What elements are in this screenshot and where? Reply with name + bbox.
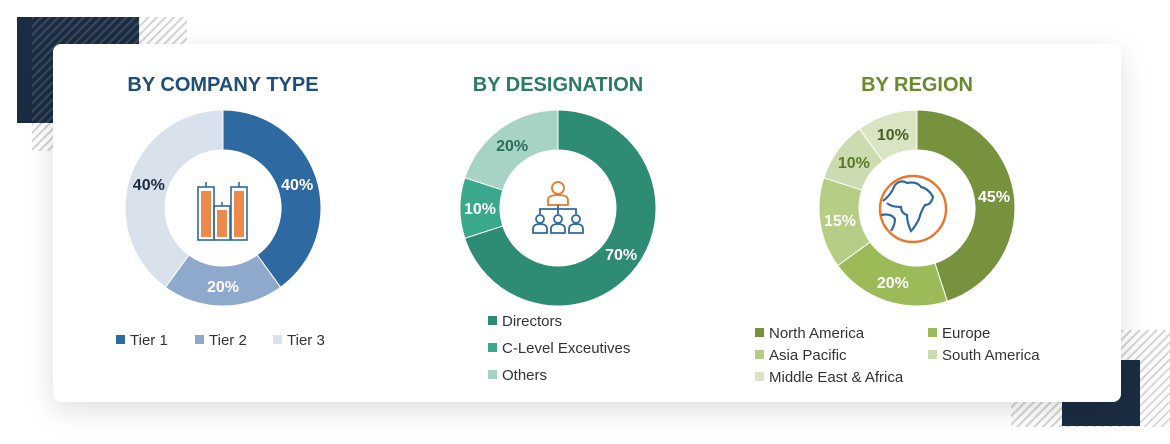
data-label: 40%: [133, 177, 165, 194]
chart-title-company-type: BY COMPANY TYPE: [127, 74, 319, 96]
donut-slice: [222, 109, 322, 288]
legend-label: Europe: [942, 325, 991, 342]
legend-item: Middle East & Africa: [755, 369, 903, 386]
donut-1: 70% 10% 20%: [459, 109, 657, 307]
legend-swatch: [755, 350, 764, 359]
legend-label: Directors: [502, 313, 563, 330]
data-label: 15%: [824, 213, 856, 230]
donut-slice: [464, 109, 657, 307]
data-label: 10%: [464, 201, 496, 218]
legend-label: Asia Pacific: [769, 347, 847, 364]
corner-hatch-left: [32, 123, 54, 151]
data-label: 10%: [838, 155, 870, 172]
chart-title-designation: BY DESIGNATION: [472, 74, 644, 96]
legend-swatch: [273, 335, 282, 344]
legend-label: Middle East & Africa: [769, 369, 904, 386]
data-label: 45%: [978, 189, 1010, 206]
chart-title-region: BY REGION: [861, 74, 973, 96]
data-label: 20%: [207, 279, 239, 296]
legend-item: Others: [488, 367, 547, 384]
legend-label: Tier 2: [209, 332, 247, 349]
legend-swatch: [488, 316, 497, 325]
legend-swatch: [928, 350, 937, 359]
legend-label: North America: [769, 325, 865, 342]
legend-swatch: [488, 370, 497, 379]
legend-swatch: [755, 328, 764, 337]
legend-item: Directors: [488, 313, 562, 330]
legend-swatch: [488, 343, 497, 352]
legend-item: North America: [755, 325, 864, 342]
data-label: 20%: [496, 138, 528, 155]
legend-swatch: [116, 335, 125, 344]
data-label: 70%: [605, 247, 637, 264]
legend-swatch: [195, 335, 204, 344]
legend-swatch: [928, 328, 937, 337]
legend-label: Others: [502, 367, 548, 384]
legend-label: C-Level Exceutives: [502, 340, 631, 357]
donut-slice: [916, 109, 1016, 302]
globe-icon: [878, 174, 948, 244]
legend-swatch: [755, 372, 764, 381]
donut-slice: [858, 109, 918, 162]
legend-item: Tier 3: [273, 332, 325, 349]
corner-hatch-top: [139, 17, 187, 45]
legend-label: South America: [942, 347, 1040, 364]
data-label: 40%: [281, 177, 313, 194]
donut-slice: [464, 109, 559, 191]
legend-item: Europe: [928, 325, 990, 342]
legend-label: Tier 1: [130, 332, 168, 349]
donut-0: 40% 20% 40%: [124, 109, 322, 307]
legend-item: Tier 2: [195, 332, 247, 349]
org-hierarchy-icon: [532, 181, 584, 234]
office-buildings-icon: [197, 182, 248, 241]
legend-item: South America: [928, 347, 1040, 364]
data-label: 20%: [877, 275, 909, 292]
legend-item: Tier 1: [116, 332, 168, 349]
data-label: 10%: [877, 127, 909, 144]
legend-item: Asia Pacific: [755, 347, 847, 364]
donut-slice: [124, 109, 224, 288]
legend-label: Tier 3: [287, 332, 325, 349]
donut-2: 45% 20% 15% 10% 10%: [818, 109, 1016, 307]
legend-item: C-Level Exceutives: [488, 340, 630, 357]
